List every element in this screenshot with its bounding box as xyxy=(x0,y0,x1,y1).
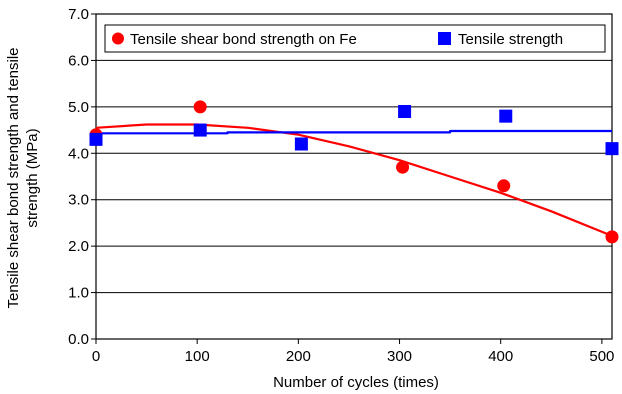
trend-line-series-0 xyxy=(95,123,613,237)
data-point-square xyxy=(398,105,412,118)
data-point-circle xyxy=(396,160,410,174)
y-tick-label: 6.0 xyxy=(68,52,89,69)
trend-lines xyxy=(95,123,613,237)
x-tick-label: 300 xyxy=(387,348,412,365)
legend-label-bond-strength: Tensile shear bond strength on Fe xyxy=(130,31,357,48)
x-tick-label: 0 xyxy=(92,348,100,365)
legend-label-tensile-strength: Tensile strength xyxy=(458,31,563,48)
y-axis-title-line-1: Tensile shear bond strength and tensile xyxy=(5,47,22,308)
data-point-square xyxy=(294,137,308,151)
x-axis-title: Number of cycles (times) xyxy=(273,374,439,391)
legend-square-marker xyxy=(438,32,451,45)
data-point-square xyxy=(193,123,207,137)
data-point-square xyxy=(89,132,103,146)
y-tick-label: 7.0 xyxy=(68,6,89,23)
x-tick-label: 100 xyxy=(185,348,210,365)
data-point-circle xyxy=(497,179,511,193)
y-axis-title-line-2: strength (MPa) xyxy=(24,128,41,227)
legend: Tensile shear bond strength on Fe Tensil… xyxy=(104,24,606,53)
data-point-circle xyxy=(605,230,619,244)
x-tick-label: 500 xyxy=(589,348,614,365)
trend-line-series-1 xyxy=(96,129,612,135)
x-tick-label: 400 xyxy=(488,348,513,365)
x-tick-labels: 0 100 200 300 400 500 xyxy=(92,348,615,365)
data-point-square xyxy=(605,142,619,156)
plot-frame xyxy=(95,13,613,340)
x-tick-label: 200 xyxy=(286,348,311,365)
y-tick-label: 3.0 xyxy=(68,192,89,209)
y-tick-label: 2.0 xyxy=(68,238,89,255)
y-tick-label: 0.0 xyxy=(68,331,89,348)
legend-box xyxy=(104,24,606,53)
y-tick-label: 4.0 xyxy=(68,145,89,162)
y-tick-label: 5.0 xyxy=(68,99,89,116)
legend-circle-marker xyxy=(112,32,124,45)
grid-lines xyxy=(91,13,612,344)
y-tick-label: 1.0 xyxy=(68,285,89,302)
data-markers xyxy=(89,100,619,244)
data-point-circle xyxy=(193,100,207,114)
data-point-square xyxy=(499,109,513,123)
y-tick-labels: 0.0 1.0 2.0 3.0 4.0 5.0 6.0 7.0 xyxy=(68,6,89,348)
